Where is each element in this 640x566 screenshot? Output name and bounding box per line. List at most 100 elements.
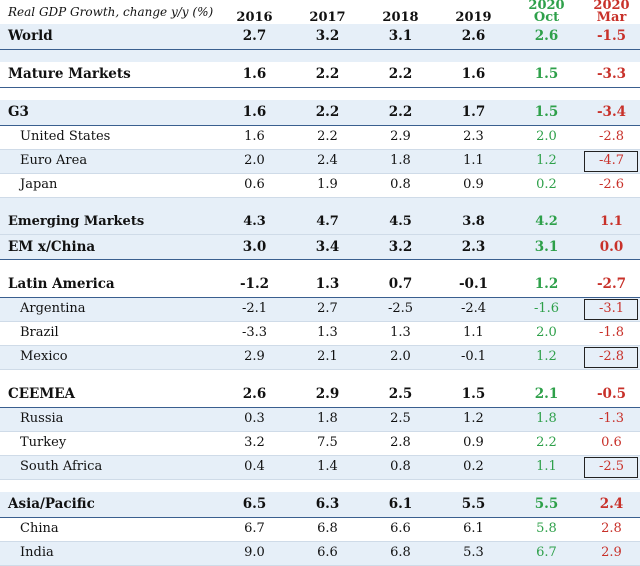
region-label: CEEMEA bbox=[0, 382, 218, 408]
growth-2019: 0.9 bbox=[437, 431, 510, 456]
growth-2018: 2.9 bbox=[364, 125, 437, 150]
column-header-2020-mar: 2020 Mar bbox=[583, 0, 640, 24]
growth-2019: 1.1 bbox=[437, 149, 510, 174]
growth-2016: 4.3 bbox=[218, 210, 291, 235]
forecast-oct: 6.7 bbox=[510, 541, 583, 566]
forecast-mar: -1.5 bbox=[583, 24, 640, 50]
table-row: Mature Markets 1.6 2.2 2.2 1.6 1.5 -3.3 bbox=[0, 62, 640, 88]
forecast-oct: 5.8 bbox=[510, 517, 583, 542]
growth-2019: 6.1 bbox=[437, 517, 510, 542]
table-row: Emerging Markets 4.3 4.7 4.5 3.8 4.2 1.1 bbox=[0, 210, 640, 235]
growth-2017: 2.2 bbox=[291, 62, 364, 88]
forecast-oct: 1.2 bbox=[510, 345, 583, 370]
forecast-oct: 4.2 bbox=[510, 210, 583, 235]
growth-2018: 0.8 bbox=[364, 173, 437, 198]
region-label: Euro Area bbox=[0, 149, 218, 174]
forecast-oct: 2.0 bbox=[510, 321, 583, 346]
forecast-oct: 2.0 bbox=[510, 125, 583, 150]
region-label: World bbox=[0, 24, 218, 50]
forecast-mar: -2.6 bbox=[583, 173, 640, 198]
growth-2019: 1.6 bbox=[437, 62, 510, 88]
growth-2017: 1.3 bbox=[291, 321, 364, 346]
region-label: Mexico bbox=[0, 345, 218, 370]
table-body: World 2.7 3.2 3.1 2.6 2.6 -1.5 Mature Markets 1.… bbox=[0, 24, 640, 566]
forecast-mar: 1.1 bbox=[583, 210, 640, 235]
growth-2017: 1.3 bbox=[291, 272, 364, 298]
growth-2017: 6.8 bbox=[291, 517, 364, 542]
spacer-row bbox=[0, 369, 640, 382]
growth-2017: 2.1 bbox=[291, 345, 364, 370]
growth-2019: 1.1 bbox=[437, 321, 510, 346]
spacer-cell bbox=[0, 197, 640, 210]
growth-2018: 2.2 bbox=[364, 100, 437, 126]
growth-2017: 1.9 bbox=[291, 173, 364, 198]
growth-2017: 2.9 bbox=[291, 382, 364, 408]
growth-2018: 6.6 bbox=[364, 517, 437, 542]
growth-2018: 0.7 bbox=[364, 272, 437, 298]
spacer-row bbox=[0, 49, 640, 62]
forecast-mar: 2.9 bbox=[583, 541, 640, 566]
region-label: G3 bbox=[0, 100, 218, 126]
spacer-row bbox=[0, 197, 640, 210]
region-label: United States bbox=[0, 125, 218, 150]
growth-2016: 2.7 bbox=[218, 24, 291, 50]
region-label: Asia/Pacific bbox=[0, 492, 218, 518]
growth-2018: 2.5 bbox=[364, 382, 437, 408]
growth-2017: 6.3 bbox=[291, 492, 364, 518]
growth-2017: 2.4 bbox=[291, 149, 364, 174]
forecast-oct: 2.2 bbox=[510, 431, 583, 456]
growth-2016: 0.3 bbox=[218, 407, 291, 432]
forecast-oct: -1.6 bbox=[510, 297, 583, 322]
forecast-oct: 2.6 bbox=[510, 24, 583, 50]
growth-2019: -0.1 bbox=[437, 272, 510, 298]
growth-2017: 3.2 bbox=[291, 24, 364, 50]
region-label: Emerging Markets bbox=[0, 210, 218, 235]
growth-2019: -0.1 bbox=[437, 345, 510, 370]
growth-2016: 3.2 bbox=[218, 431, 291, 456]
growth-2017: 2.2 bbox=[291, 100, 364, 126]
growth-2016: 1.6 bbox=[218, 62, 291, 88]
spacer-cell bbox=[0, 479, 640, 492]
column-header-mar-year: 2020 bbox=[593, 0, 630, 13]
forecast-oct: 2.1 bbox=[510, 382, 583, 408]
growth-2017: 2.2 bbox=[291, 125, 364, 150]
forecast-mar: -2.7 bbox=[583, 272, 640, 298]
growth-2019: 5.5 bbox=[437, 492, 510, 518]
table-row: Asia/Pacific 6.5 6.3 6.1 5.5 5.5 2.4 bbox=[0, 492, 640, 518]
table-row: Turkey 3.2 7.5 2.8 0.9 2.2 0.6 bbox=[0, 431, 640, 456]
growth-2016: 9.0 bbox=[218, 541, 291, 566]
growth-2016: 1.6 bbox=[218, 100, 291, 126]
spacer-row bbox=[0, 87, 640, 100]
spacer-row bbox=[0, 259, 640, 272]
forecast-mar-highlighted: -2.5 bbox=[583, 455, 640, 480]
region-label: Russia bbox=[0, 407, 218, 432]
forecast-mar: -1.3 bbox=[583, 407, 640, 432]
growth-2018: 3.2 bbox=[364, 234, 437, 260]
growth-2019: 0.9 bbox=[437, 173, 510, 198]
column-header-2016: 2016 bbox=[236, 10, 273, 24]
spacer-cell bbox=[0, 87, 640, 100]
region-label: South Africa bbox=[0, 455, 218, 480]
region-label: China bbox=[0, 517, 218, 542]
growth-2018: 2.8 bbox=[364, 431, 437, 456]
growth-2016: 0.4 bbox=[218, 455, 291, 480]
forecast-mar-highlighted: -4.7 bbox=[583, 149, 640, 174]
growth-2019: 2.6 bbox=[437, 24, 510, 50]
growth-2019: 1.5 bbox=[437, 382, 510, 408]
forecast-mar: 2.8 bbox=[583, 517, 640, 542]
column-header-2017: 2017 bbox=[309, 10, 346, 24]
growth-2019: 1.2 bbox=[437, 407, 510, 432]
table-row: United States 1.6 2.2 2.9 2.3 2.0 -2.8 bbox=[0, 125, 640, 150]
forecast-mar-highlighted: -2.8 bbox=[583, 345, 640, 370]
growth-2016: 2.0 bbox=[218, 149, 291, 174]
growth-2016: 6.5 bbox=[218, 492, 291, 518]
table-row: Brazil -3.3 1.3 1.3 1.1 2.0 -1.8 bbox=[0, 321, 640, 346]
forecast-oct: 1.1 bbox=[510, 455, 583, 480]
spacer-row bbox=[0, 479, 640, 492]
forecast-mar: -3.3 bbox=[583, 62, 640, 88]
growth-2017: 1.4 bbox=[291, 455, 364, 480]
forecast-mar: 2.4 bbox=[583, 492, 640, 518]
table-row: Latin America -1.2 1.3 0.7 -0.1 1.2 -2.7 bbox=[0, 272, 640, 298]
forecast-oct: 1.2 bbox=[510, 149, 583, 174]
